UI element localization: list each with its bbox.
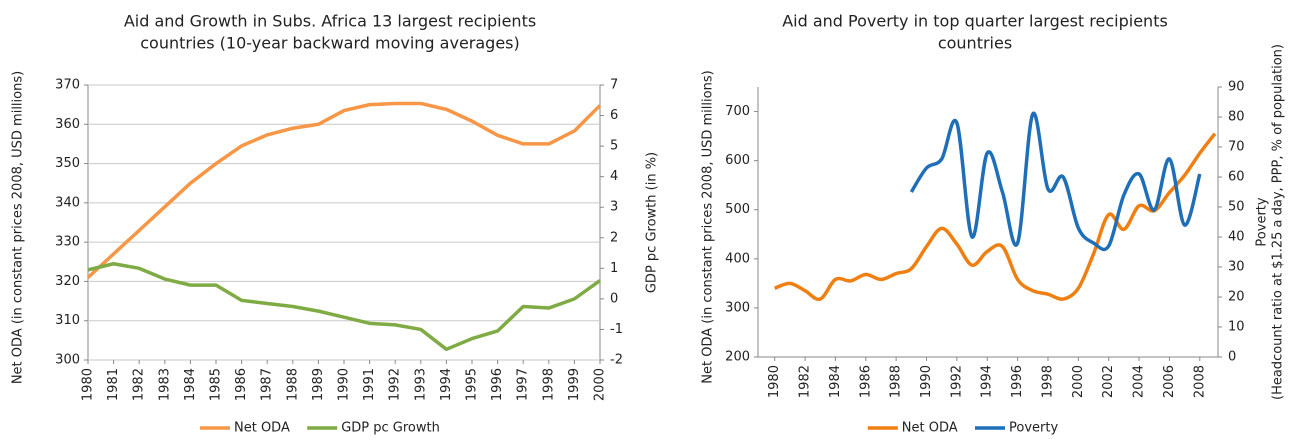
y2-axis-label: GDP pc Growth (in %) [645, 152, 660, 293]
series-line [909, 111, 1202, 252]
y2-tick-label: -1 [610, 322, 623, 337]
y2-tick-label: 40 [1228, 230, 1245, 245]
x-tick-label: 1996 [1010, 365, 1025, 398]
x-tick-label: 1988 [285, 368, 300, 401]
y-tick-label: 300 [725, 300, 750, 315]
y2-tick-label: 0 [610, 291, 618, 306]
x-tick-label: 1982 [132, 368, 147, 401]
y2-tick-label: 10 [1228, 320, 1245, 335]
x-tick-label: 1994 [439, 368, 454, 401]
y2-tick-label: 0 [1228, 350, 1236, 365]
x-tick-label: 1982 [798, 365, 813, 398]
y2-axis-label: (Headcount ratio at $1.25 a day, PPP, % … [1271, 44, 1286, 400]
series-line [87, 262, 602, 352]
y2-tick-label: 4 [610, 169, 618, 184]
chart: Aid and Growth in Subs. Africa 13 larges… [11, 12, 660, 436]
series-line [774, 132, 1217, 302]
x-tick-label: 1984 [828, 365, 843, 398]
y2-tick-label: 50 [1228, 200, 1245, 215]
x-tick-label: 2002 [1101, 365, 1116, 398]
y-axis-label: Net ODA (in constant prices 2008, USD mi… [11, 71, 26, 384]
y2-tick-label: 80 [1228, 110, 1245, 125]
y-axis-label: Net ODA (in constant prices 2008, USD mi… [701, 70, 716, 383]
y2-tick-label: 2 [610, 230, 618, 245]
x-tick-label: 1990 [919, 365, 934, 398]
x-tick-label: 1987 [260, 368, 275, 401]
x-tick-label: 1992 [388, 368, 403, 401]
x-tick-label: 1984 [183, 368, 198, 401]
legend-label: GDP pc Growth [341, 421, 440, 436]
chart-title: Aid and Growth in Subs. Africa 13 larges… [124, 12, 536, 31]
y-tick-label: 310 [55, 313, 80, 328]
y2-tick-label: 20 [1228, 290, 1245, 305]
x-tick-label: 1991 [362, 368, 377, 401]
chart: Aid and Poverty in top quarter largest r… [701, 12, 1286, 436]
x-tick-label: 1980 [767, 365, 782, 398]
x-tick-label: 1990 [337, 368, 352, 401]
x-tick-label: 2000 [593, 368, 608, 401]
x-tick-label: 2000 [1071, 365, 1086, 398]
y2-tick-label: 3 [610, 200, 618, 215]
x-tick-label: 1986 [234, 368, 249, 401]
y-tick-label: 320 [55, 274, 80, 289]
x-tick-label: 2006 [1162, 365, 1177, 398]
x-tick-label: 1981 [106, 368, 121, 401]
y2-tick-label: 7 [610, 78, 618, 93]
x-tick-label: 1997 [516, 368, 531, 401]
x-tick-label: 1998 [1040, 365, 1055, 398]
y-tick-label: 600 [725, 153, 750, 168]
y-tick-label: 700 [725, 104, 750, 119]
y2-tick-label: 70 [1228, 140, 1245, 155]
legend-label: Net ODA [234, 421, 290, 436]
chart-title: countries [938, 34, 1012, 53]
y2-tick-label: 1 [610, 261, 618, 276]
y-tick-label: 500 [725, 202, 750, 217]
y2-tick-label: 90 [1228, 80, 1245, 95]
y2-tick-label: -2 [610, 353, 623, 368]
y2-axis-label: Poverty [1255, 197, 1270, 246]
y-tick-label: 200 [725, 350, 750, 365]
y-tick-label: 330 [55, 235, 80, 250]
legend-label: Poverty [1009, 421, 1058, 436]
x-tick-label: 1986 [858, 365, 873, 398]
y-tick-label: 340 [55, 195, 80, 210]
y-tick-label: 400 [725, 251, 750, 266]
y2-tick-label: 30 [1228, 260, 1245, 275]
y-tick-label: 350 [55, 156, 80, 171]
y-tick-label: 360 [55, 117, 80, 132]
y2-tick-label: 5 [610, 139, 618, 154]
y2-tick-label: 60 [1228, 170, 1245, 185]
x-tick-label: 1998 [541, 368, 556, 401]
x-tick-label: 2004 [1132, 365, 1147, 398]
y-tick-label: 300 [55, 353, 80, 368]
x-tick-label: 1992 [949, 365, 964, 398]
x-tick-label: 1995 [465, 368, 480, 401]
chart-title: Aid and Poverty in top quarter largest r… [782, 12, 1168, 31]
series-line [86, 101, 602, 279]
chart-title: countries (10-year backward moving avera… [140, 34, 520, 53]
x-tick-label: 1994 [980, 365, 995, 398]
x-tick-label: 2008 [1192, 365, 1207, 398]
x-tick-label: 1988 [889, 365, 904, 398]
y2-tick-label: 6 [610, 108, 618, 123]
x-tick-label: 1999 [567, 368, 582, 401]
legend-label: Net ODA [902, 421, 958, 436]
x-tick-label: 1989 [311, 368, 326, 401]
x-tick-label: 1980 [81, 368, 96, 401]
x-tick-label: 1993 [413, 368, 428, 401]
x-tick-label: 1996 [490, 368, 505, 401]
x-tick-label: 1985 [209, 368, 224, 401]
y-tick-label: 370 [55, 78, 80, 93]
x-tick-label: 1983 [157, 368, 172, 401]
